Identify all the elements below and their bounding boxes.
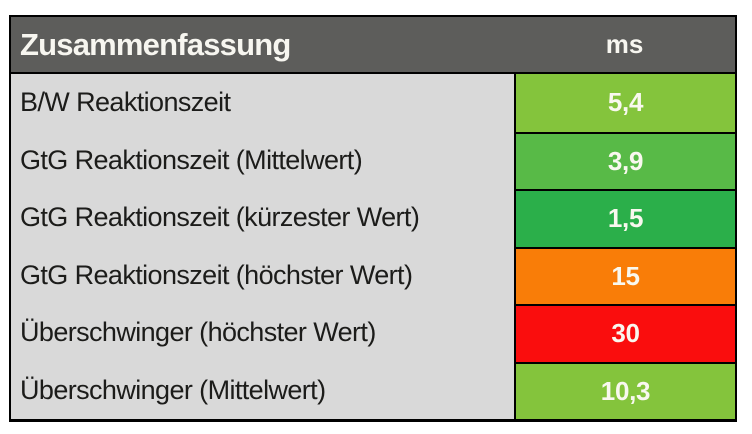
row-label: GtG Reaktionszeit (höchster Wert) [11,246,514,304]
table-row: GtG Reaktionszeit (Mittelwert) 3,9 [11,131,735,189]
table-row: B/W Reaktionszeit 5,4 [11,74,735,132]
table-row: GtG Reaktionszeit (höchster Wert) 15 [11,246,735,304]
unit-column-header: ms [605,29,644,59]
table-row: Überschwinger (höchster Wert) 30 [11,304,735,362]
summary-table: Zusammenfassung ms B/W Reaktionszeit 5,4… [9,15,737,422]
row-label: B/W Reaktionszeit [11,74,514,132]
table-title: Zusammenfassung [20,26,291,62]
row-value: 5,4 [514,74,735,132]
row-value: 1,5 [514,189,735,247]
table-row: Überschwinger (Mittelwert) 10,3 [11,361,735,419]
row-label: GtG Reaktionszeit (Mittelwert) [11,131,514,189]
row-value: 30 [514,304,735,362]
table-row: GtG Reaktionszeit (kürzester Wert) 1,5 [11,189,735,247]
row-label: Überschwinger (höchster Wert) [11,304,514,362]
row-label: GtG Reaktionszeit (kürzester Wert) [11,189,514,247]
summary-header: Zusammenfassung ms [11,17,735,74]
row-value: 3,9 [514,131,735,189]
row-value: 15 [514,246,735,304]
row-label: Überschwinger (Mittelwert) [11,361,514,419]
row-value: 10,3 [514,361,735,419]
